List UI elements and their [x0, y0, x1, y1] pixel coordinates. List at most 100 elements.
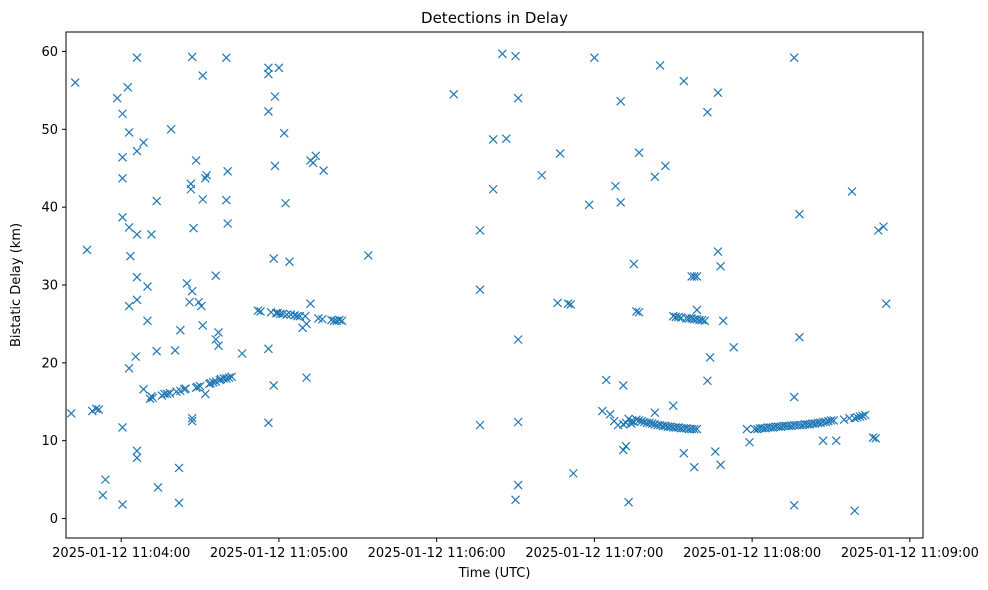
data-point-marker	[668, 401, 678, 411]
data-point-marker	[118, 500, 127, 509]
data-point-marker	[563, 299, 573, 309]
data-point-marker	[221, 53, 231, 63]
data-point-marker	[112, 93, 122, 103]
data-point-marker	[697, 315, 707, 325]
data-point-marker	[221, 195, 231, 205]
data-point-marker	[789, 392, 799, 402]
data-point-marker	[488, 184, 498, 194]
data-point-marker	[616, 96, 626, 106]
data-point-marker	[789, 500, 799, 510]
data-point-marker	[139, 384, 148, 394]
data-point-marker	[634, 148, 644, 158]
data-point-marker	[221, 373, 231, 383]
data-point-marker	[118, 109, 127, 119]
data-point-marker	[194, 297, 204, 307]
data-point-marker	[597, 406, 607, 416]
data-point-marker	[705, 352, 715, 362]
data-point-marker	[187, 286, 197, 296]
x-tick-label: 2025-01-12 11:06:00	[368, 546, 506, 561]
data-point-marker	[101, 475, 110, 485]
data-point-marker	[118, 423, 127, 432]
data-point-marker	[537, 170, 547, 180]
data-point-marker	[713, 88, 723, 98]
data-point-marker	[634, 307, 644, 317]
data-point-marker	[237, 349, 247, 358]
data-point-marker	[206, 378, 216, 388]
data-point-marker	[618, 380, 628, 390]
data-point-marker	[511, 495, 520, 505]
data-markers	[66, 49, 891, 516]
data-point-marker	[855, 412, 865, 421]
data-point-marker	[475, 285, 485, 295]
data-point-marker	[624, 497, 633, 507]
data-point-marker	[253, 306, 263, 316]
data-point-marker	[186, 184, 196, 194]
data-point-marker	[488, 135, 498, 144]
data-point-marker	[317, 314, 327, 324]
data-point-marker	[679, 448, 689, 458]
data-point-marker	[584, 200, 594, 210]
data-point-marker	[152, 196, 162, 206]
data-point-marker	[196, 301, 206, 311]
data-point-marker	[187, 413, 197, 423]
data-point-marker	[645, 418, 655, 428]
data-point-marker	[860, 410, 870, 420]
y-axis-ticks: 0 10 20 30 40 50 60	[41, 45, 66, 527]
data-point-marker	[263, 69, 273, 79]
data-point-marker	[475, 226, 485, 235]
data-point-marker	[858, 411, 867, 421]
data-point-marker	[689, 272, 699, 281]
data-point-marker	[789, 53, 799, 63]
x-axis-label: Time (UTC)	[458, 566, 531, 581]
data-point-marker	[513, 93, 523, 103]
data-point-marker	[211, 271, 221, 281]
data-point-marker	[223, 166, 233, 176]
data-point-marker	[703, 107, 712, 117]
data-point-marker	[162, 389, 172, 399]
data-point-marker	[873, 226, 883, 235]
data-point-marker	[831, 436, 841, 446]
data-point-marker	[710, 447, 720, 457]
data-point-marker	[143, 282, 152, 291]
y-tick-label: 40	[41, 201, 58, 216]
data-point-marker	[132, 295, 142, 305]
data-point-marker	[139, 138, 148, 147]
chart-title: Detections in Delay	[421, 9, 568, 27]
data-point-marker	[513, 417, 523, 427]
data-point-marker	[198, 321, 208, 330]
data-point-marker	[871, 433, 881, 443]
data-point-marker	[263, 344, 273, 354]
data-point-marker	[611, 181, 620, 191]
data-point-marker	[94, 405, 104, 414]
data-point-marker	[269, 380, 279, 390]
data-point-marker	[689, 462, 699, 472]
data-point-marker	[618, 445, 628, 455]
data-point-marker	[637, 416, 647, 426]
data-point-marker	[692, 305, 702, 315]
x-axis-ticks: 2025-01-12 11:04:00 2025-01-12 11:05:00 20…	[52, 538, 979, 561]
data-point-marker	[308, 158, 318, 168]
data-point-marker	[475, 420, 485, 430]
data-point-marker	[82, 245, 92, 255]
data-point-marker	[689, 424, 699, 434]
data-point-marker	[716, 460, 726, 470]
data-point-marker	[175, 325, 185, 335]
data-point-marker	[847, 187, 857, 197]
data-point-marker	[511, 51, 520, 61]
data-point-marker	[795, 209, 804, 219]
data-point-marker	[98, 490, 108, 500]
data-point-marker	[152, 346, 162, 356]
data-point-marker	[363, 250, 373, 260]
data-point-marker	[795, 332, 804, 342]
data-point-marker	[513, 335, 523, 344]
data-point-marker	[132, 146, 142, 156]
data-point-marker	[302, 373, 311, 383]
data-point-marker	[568, 468, 578, 478]
y-axis-label: Bistatic Delay (km)	[9, 223, 24, 347]
data-point-marker	[692, 272, 702, 281]
data-point-marker	[263, 418, 273, 428]
data-point-marker	[501, 134, 511, 144]
data-point-marker	[497, 49, 507, 59]
data-point-marker	[703, 376, 712, 386]
data-point-marker	[274, 63, 284, 73]
